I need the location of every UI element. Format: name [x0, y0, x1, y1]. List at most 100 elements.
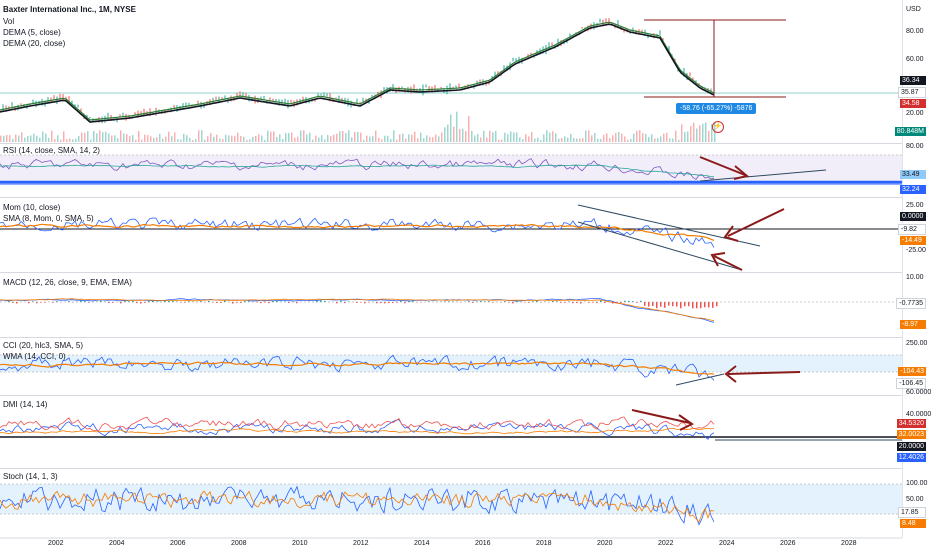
pane-separator[interactable]: [0, 197, 902, 198]
macd-histogram-bar: [612, 302, 614, 304]
volume-bar: [18, 135, 20, 142]
macd-histogram-bar: [528, 302, 530, 303]
macd-histogram-bar: [208, 300, 210, 302]
volume-bar: [414, 131, 416, 142]
vol-legend[interactable]: Vol: [3, 17, 15, 26]
year-label: 2022: [658, 540, 674, 547]
macd-histogram-bar: [656, 302, 658, 309]
volume-bar: [351, 137, 353, 142]
volume-bar: [357, 131, 359, 142]
macd-histogram-bar: [12, 302, 14, 303]
trendline-drawings[interactable]: [577, 169, 902, 441]
measure-drawing[interactable]: [644, 19, 786, 98]
volume-bar: [393, 130, 395, 142]
currency-label[interactable]: USD: [906, 6, 921, 13]
pane-separator[interactable]: [0, 468, 902, 469]
measure-label[interactable]: -58.76 (-65.27%) -5876: [676, 103, 757, 114]
volume-bar: [462, 128, 464, 142]
rsi-legend[interactable]: RSI (14, close, SMA, 14, 2): [3, 146, 100, 155]
volume-bar: [660, 136, 662, 142]
macd-histogram-bar: [616, 302, 618, 304]
volume-bar: [447, 124, 449, 142]
volume-bar: [219, 138, 221, 142]
volume-bar: [243, 136, 245, 142]
macd-histogram-bar: [324, 300, 326, 302]
macd-line: [0, 298, 715, 323]
macd-histogram-bar: [448, 301, 450, 302]
dmi-legend[interactable]: DMI (14, 14): [3, 400, 48, 409]
mom-sma-legend[interactable]: SMA (8, Mom, 0, SMA, 5): [3, 214, 94, 223]
macd-histogram-bar: [468, 301, 470, 302]
stoch-legend[interactable]: Stoch (14, 1, 3): [3, 472, 58, 481]
volume-bar: [309, 132, 311, 142]
volume-bar: [510, 131, 512, 142]
year-label: 2020: [597, 540, 613, 547]
volume-bar: [135, 139, 137, 142]
cci-legend[interactable]: CCI (20, hlc3, SMA, 5): [3, 341, 84, 350]
volume-bar: [423, 138, 425, 142]
year-label: 2026: [780, 540, 796, 547]
macd-histogram-bar: [336, 302, 338, 304]
stoch-d-tag: 8.48: [900, 519, 926, 528]
volume-bar: [621, 133, 623, 142]
macd-histogram-bar: [152, 300, 154, 302]
volume-bar: [156, 137, 158, 142]
volume-bar: [276, 137, 278, 142]
volume-bar: [90, 139, 92, 142]
macd-histogram-bar: [108, 302, 110, 304]
macd-histogram-bar: [516, 300, 518, 302]
volume-bar: [411, 134, 413, 142]
mom-legend[interactable]: Mom (10, close): [3, 203, 61, 212]
macd-histogram-bar: [200, 301, 202, 302]
pane-separator[interactable]: [0, 143, 902, 144]
volume-bar: [387, 135, 389, 142]
volume-bar: [51, 130, 53, 142]
volume-bar: [180, 139, 182, 142]
dmi-plus-tag: 34.5320: [896, 419, 926, 428]
macd-histogram-bar: [168, 300, 170, 302]
rsi-ma-tag: 32.24: [900, 185, 926, 194]
volume-bar: [192, 139, 194, 142]
volume-bar: [33, 133, 35, 142]
volume-bar: [9, 135, 11, 142]
volume-bar: [378, 137, 380, 142]
adx-line: [0, 427, 715, 435]
macd-histogram-bar: [44, 302, 46, 303]
cci-tag: -106.45: [896, 378, 926, 389]
macd-histogram-bar: [284, 301, 286, 302]
volume-bar: [657, 138, 659, 142]
pane-separator[interactable]: [0, 337, 902, 338]
volume-bar: [450, 114, 452, 142]
dmi-minus-tag: 12.4026: [896, 453, 926, 462]
macd-histogram-bar: [628, 300, 630, 302]
macd-histogram-bar: [400, 300, 402, 302]
dema20-legend[interactable]: DEMA (20, close): [3, 39, 66, 48]
macd-legend[interactable]: MACD (12, 26, close, 9, EMA, EMA): [3, 278, 132, 287]
macd-histogram-bar: [648, 302, 650, 307]
macd-histogram-bar: [640, 300, 642, 302]
volume-bar: [513, 132, 515, 142]
macd-histogram-bar: [696, 302, 698, 309]
pane-separator[interactable]: [0, 395, 902, 396]
macd-histogram-bar: [128, 301, 130, 302]
arrow-drawings[interactable]: [631, 156, 801, 431]
volume-bar: [438, 136, 440, 142]
macd-histogram-bar: [536, 300, 538, 302]
flash-icon[interactable]: ⚡: [712, 121, 724, 133]
volume-bar: [3, 135, 5, 142]
volume-bar: [399, 134, 401, 142]
volume-bar: [171, 136, 173, 142]
pane-separator[interactable]: [0, 272, 902, 273]
macd-histogram-bar: [508, 302, 510, 303]
dema5-legend[interactable]: DEMA (5, close): [3, 28, 61, 37]
macd-histogram-bar: [344, 302, 346, 304]
volume-bar: [207, 136, 209, 142]
wma-legend[interactable]: WMA (14, CCI, 0): [3, 352, 66, 361]
price-series: [0, 18, 716, 142]
macd-histogram-bar: [272, 300, 274, 302]
macd-histogram-bar: [340, 300, 342, 302]
mom-zero-tag: 0.0000: [900, 212, 926, 221]
symbol-title[interactable]: Baxter International Inc., 1M, NYSE: [3, 5, 136, 14]
stoch-d-line: [0, 490, 715, 523]
